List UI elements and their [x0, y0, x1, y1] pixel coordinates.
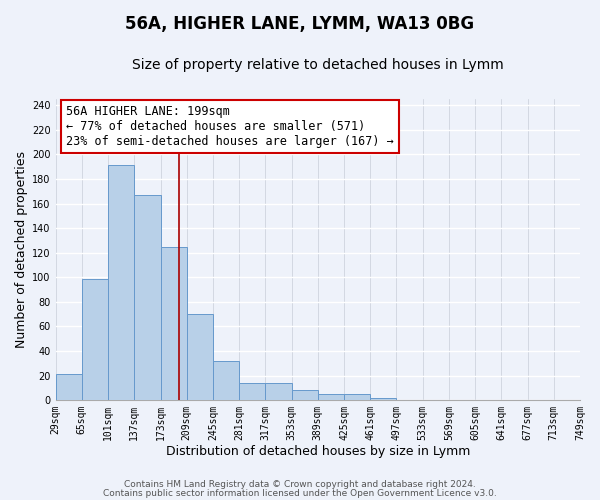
Text: 56A HIGHER LANE: 199sqm
← 77% of detached houses are smaller (571)
23% of semi-d: 56A HIGHER LANE: 199sqm ← 77% of detache… [66, 105, 394, 148]
Y-axis label: Number of detached properties: Number of detached properties [15, 151, 28, 348]
Bar [239, 383, 265, 400]
Bar [161, 246, 187, 400]
Bar [265, 383, 292, 400]
Bar [318, 394, 344, 400]
X-axis label: Distribution of detached houses by size in Lymm: Distribution of detached houses by size … [166, 444, 470, 458]
Bar [56, 374, 82, 400]
Text: Contains public sector information licensed under the Open Government Licence v3: Contains public sector information licen… [103, 488, 497, 498]
Bar [82, 278, 108, 400]
Bar [213, 361, 239, 400]
Text: 56A, HIGHER LANE, LYMM, WA13 0BG: 56A, HIGHER LANE, LYMM, WA13 0BG [125, 15, 475, 33]
Bar [187, 314, 213, 400]
Bar [370, 398, 397, 400]
Text: Contains HM Land Registry data © Crown copyright and database right 2024.: Contains HM Land Registry data © Crown c… [124, 480, 476, 489]
Bar [108, 166, 134, 400]
Bar [292, 390, 318, 400]
Bar [134, 195, 161, 400]
Title: Size of property relative to detached houses in Lymm: Size of property relative to detached ho… [132, 58, 504, 71]
Bar [344, 394, 370, 400]
